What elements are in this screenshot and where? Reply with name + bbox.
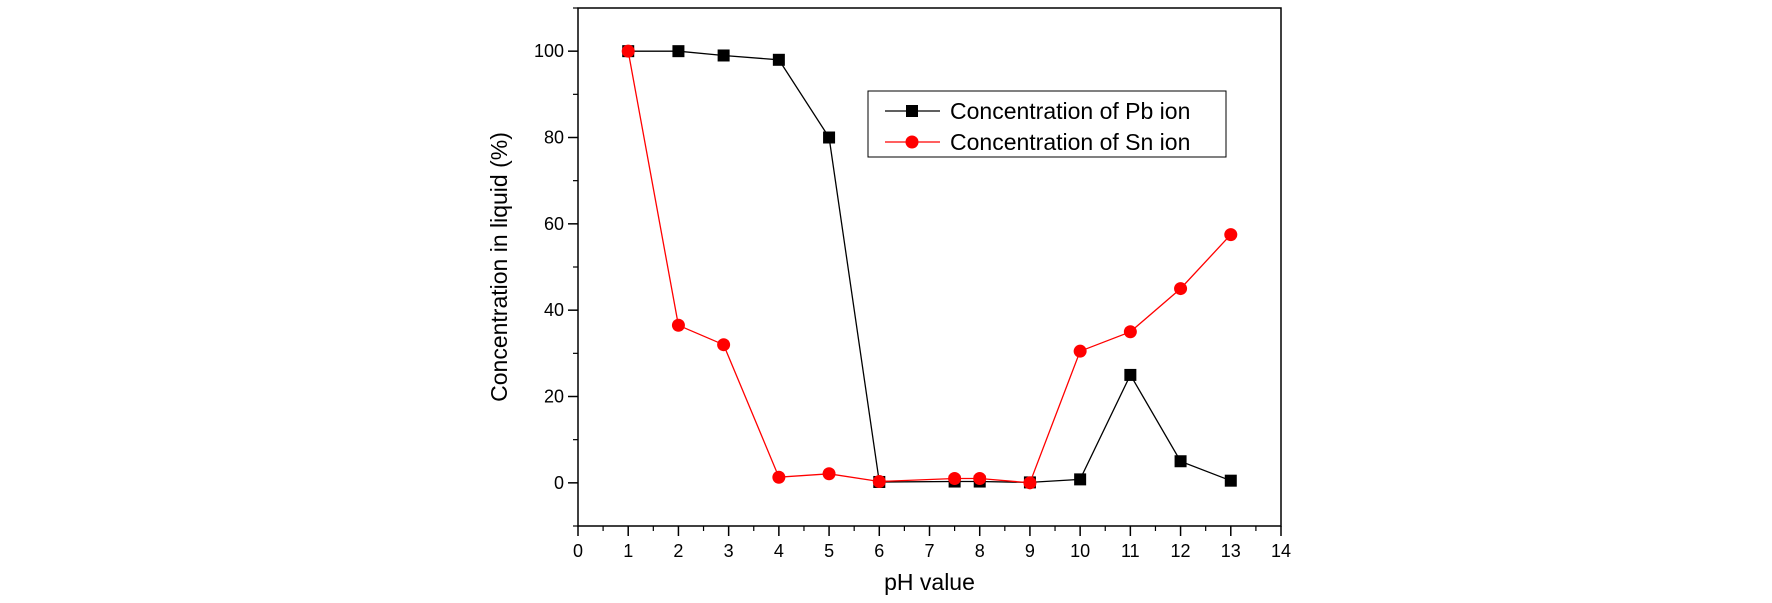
series-layer: [621, 44, 1238, 490]
x-axis-title: pH value: [884, 569, 975, 595]
data-point: [1224, 228, 1238, 242]
x-tick-label-1: 1: [623, 541, 633, 561]
y-tick-label-40: 40: [544, 300, 564, 320]
data-point: [822, 467, 836, 481]
data-point: [872, 475, 886, 489]
x-tick-label-8: 8: [975, 541, 985, 561]
data-point: [717, 338, 731, 352]
x-tick-label-11: 11: [1121, 541, 1140, 561]
x-tick-label-4: 4: [774, 541, 784, 561]
data-point: [948, 472, 962, 486]
legend-sn-label: Concentration of Sn ion: [950, 129, 1190, 155]
data-point: [621, 44, 635, 58]
x-tick-label-5: 5: [824, 541, 834, 561]
data-point: [1073, 344, 1087, 358]
x-tick-label-0: 0: [573, 541, 583, 561]
data-point: [1224, 474, 1237, 487]
y-tick-label-20: 20: [544, 387, 564, 407]
data-point: [1124, 368, 1137, 381]
x-tick-label-7: 7: [924, 541, 934, 561]
data-point: [1174, 282, 1188, 296]
data-point: [772, 470, 786, 484]
x-tick-label-12: 12: [1171, 541, 1191, 561]
data-point: [1174, 455, 1187, 468]
legend-pb-marker: [906, 105, 918, 117]
data-point: [973, 472, 987, 486]
legend-box: [867, 90, 1227, 158]
legend: Concentration of Pb ion Concentration of…: [867, 90, 1227, 158]
legend-sn-marker: [905, 135, 919, 149]
axis-ticks: [568, 7, 1282, 536]
plot-frame: [577, 7, 1282, 527]
x-tick-label-9: 9: [1025, 541, 1035, 561]
x-tick-label-2: 2: [673, 541, 683, 561]
data-point: [823, 131, 836, 144]
series-1: [621, 44, 1238, 490]
y-tick-label-80: 80: [544, 128, 564, 148]
data-point: [671, 318, 685, 332]
y-tick-label-100: 100: [534, 41, 564, 61]
y-axis-title: Concentration in liquid (%): [486, 132, 512, 402]
data-point: [1123, 325, 1137, 339]
data-point: [1023, 476, 1037, 490]
data-point: [672, 45, 685, 58]
x-tick-label-14: 14: [1271, 541, 1291, 561]
x-tick-label-6: 6: [874, 541, 884, 561]
legend-pb-label: Concentration of Pb ion: [950, 98, 1190, 124]
data-point: [772, 53, 785, 66]
data-point: [1074, 473, 1087, 486]
data-point: [717, 49, 730, 62]
x-tick-label-13: 13: [1221, 541, 1241, 561]
x-tick-label-3: 3: [724, 541, 734, 561]
y-tick-label-0: 0: [554, 473, 564, 493]
x-tick-label-10: 10: [1070, 541, 1090, 561]
y-tick-label-60: 60: [544, 214, 564, 234]
